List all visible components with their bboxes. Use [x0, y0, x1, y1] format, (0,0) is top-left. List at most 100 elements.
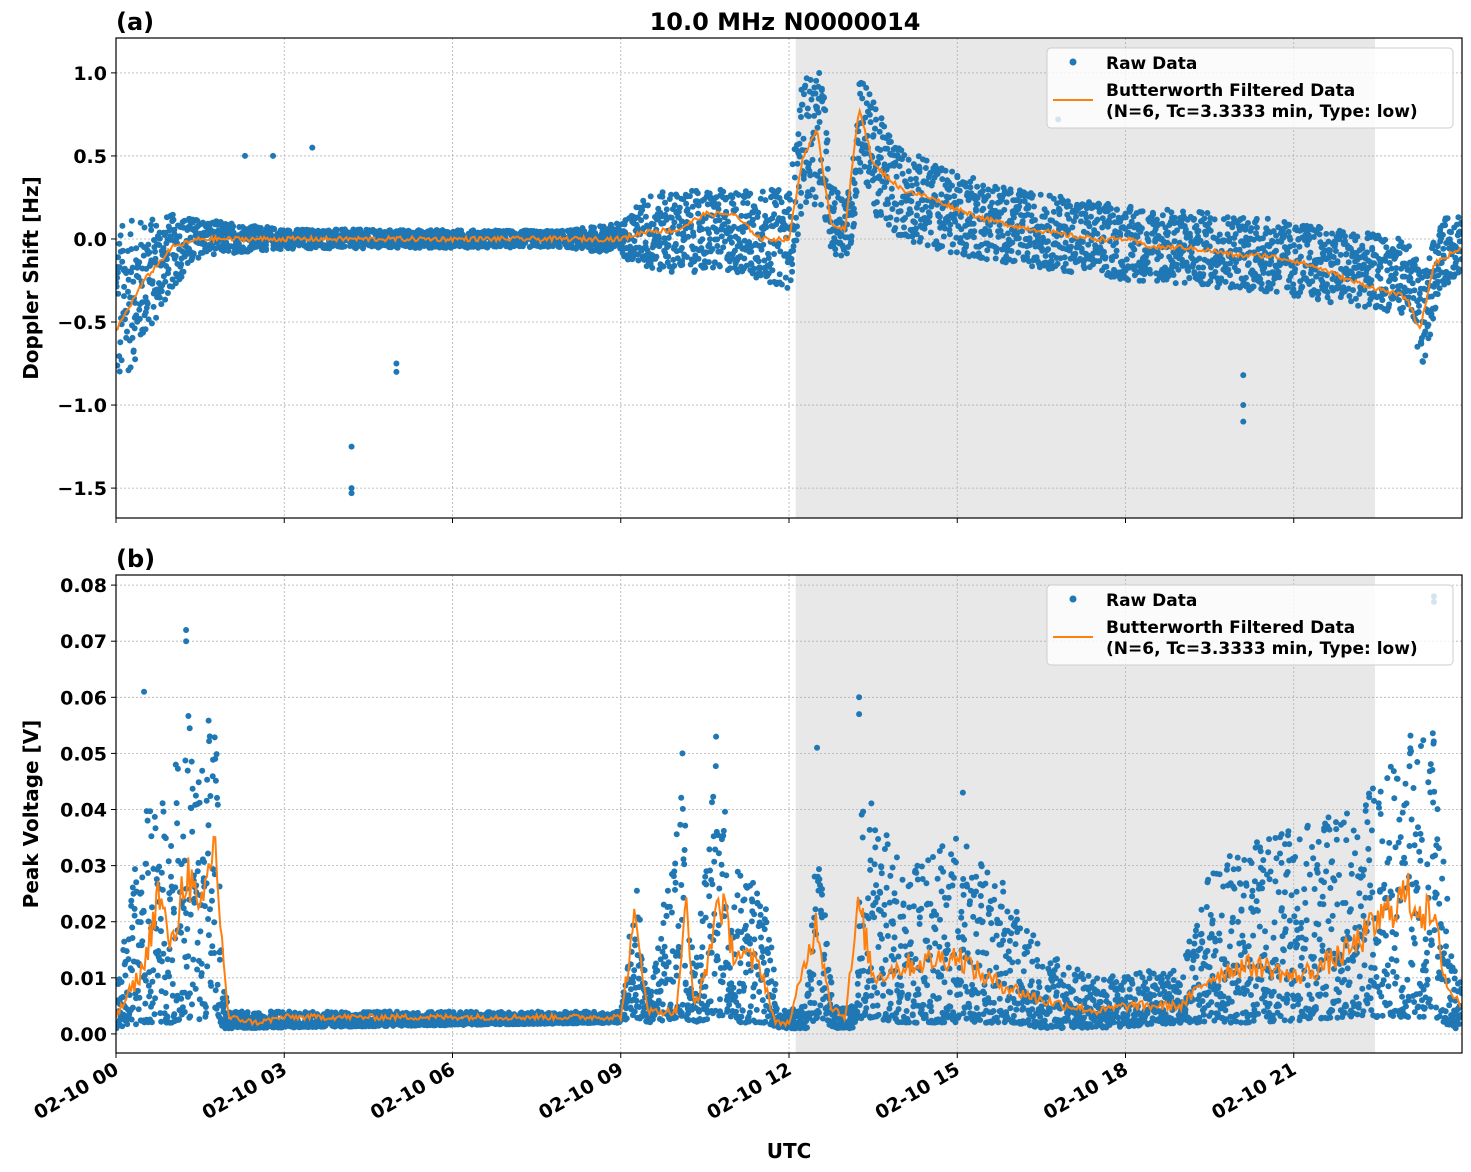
raw-data-point: [212, 777, 219, 784]
raw-data-point: [195, 254, 202, 261]
raw-data-point: [116, 240, 123, 247]
raw-data-point: [1411, 287, 1418, 294]
raw-data-point: [117, 232, 124, 239]
raw-data-point: [704, 201, 711, 208]
raw-data-point: [1127, 206, 1134, 213]
raw-data-point: [203, 1010, 210, 1017]
raw-data-point: [905, 168, 912, 175]
raw-data-point: [805, 113, 812, 120]
raw-data-point: [1140, 277, 1147, 284]
raw-data-point: [760, 241, 767, 248]
raw-data-point: [196, 1016, 203, 1023]
raw-data-point: [1317, 225, 1324, 232]
raw-data-point: [194, 966, 201, 973]
raw-data-point: [865, 183, 872, 190]
raw-data-point: [158, 869, 165, 876]
raw-data-point: [803, 199, 810, 206]
raw-data-point: [151, 1011, 158, 1018]
raw-data-point: [1258, 280, 1265, 287]
raw-data-point: [129, 1004, 136, 1011]
raw-data-point: [1207, 227, 1214, 234]
raw-data-point: [1382, 236, 1389, 243]
raw-data-point: [808, 96, 815, 103]
raw-data-point: [812, 90, 819, 97]
raw-data-point: [1086, 223, 1093, 230]
raw-data-point: [695, 255, 702, 262]
raw-data-point: [393, 368, 400, 375]
raw-data-point: [775, 187, 782, 193]
raw-data-point: [132, 356, 139, 363]
raw-data-point: [1067, 203, 1074, 209]
raw-data-point: [1342, 233, 1348, 240]
raw-data-point: [1150, 211, 1157, 218]
raw-data-point: [210, 866, 217, 873]
raw-data-point: [209, 943, 216, 950]
raw-data-point: [887, 214, 894, 221]
raw-data-point: [763, 224, 770, 231]
raw-data-point: [216, 956, 223, 963]
raw-data-point: [128, 217, 135, 224]
raw-data-point: [1248, 225, 1255, 232]
raw-data-point: [1037, 191, 1044, 198]
legend-box: [1046, 47, 1454, 129]
raw-data-point: [176, 1016, 183, 1023]
raw-data-point: [733, 206, 739, 213]
raw-data-point: [1257, 276, 1264, 283]
raw-data-point: [832, 246, 839, 253]
raw-data-point: [213, 751, 220, 758]
raw-data-point: [156, 242, 163, 248]
raw-data-point: [953, 249, 960, 256]
raw-data-point: [124, 328, 130, 335]
raw-data-point: [974, 183, 981, 190]
raw-data-point: [1010, 214, 1017, 221]
raw-data-point: [1024, 250, 1031, 257]
raw-data-point: [204, 776, 211, 783]
raw-data-point: [716, 217, 723, 224]
raw-data-point: [804, 105, 811, 112]
raw-data-point: [165, 266, 172, 273]
raw-data-point: [1434, 243, 1441, 250]
raw-data-point: [156, 235, 163, 242]
raw-data-point: [1191, 269, 1198, 276]
raw-data-point: [1327, 299, 1334, 306]
raw-data-point: [189, 1001, 195, 1008]
raw-data-point: [665, 242, 672, 249]
raw-data-point: [148, 227, 155, 233]
raw-data-point: [1211, 216, 1218, 223]
raw-data-point: [798, 189, 805, 196]
raw-data-point: [940, 233, 947, 240]
raw-data-point: [129, 264, 136, 271]
raw-data-point: [713, 228, 720, 235]
raw-data-point: [1113, 239, 1119, 246]
raw-data-point: [1355, 302, 1362, 309]
raw-data-point: [178, 929, 184, 936]
raw-data-point: [1406, 243, 1412, 250]
raw-data-point: [954, 172, 961, 179]
raw-data-point: [749, 270, 756, 277]
raw-data-point: [1085, 241, 1092, 248]
raw-data-point: [1233, 259, 1239, 266]
raw-data-point: [811, 201, 818, 208]
raw-data-point: [135, 1006, 142, 1013]
raw-data-point: [119, 258, 126, 265]
raw-data-point: [923, 157, 930, 164]
raw-data-point: [851, 180, 858, 187]
raw-data-point: [1015, 235, 1022, 242]
raw-data-point: [172, 280, 179, 287]
raw-data-point: [1031, 203, 1037, 210]
raw-data-point: [788, 255, 795, 262]
raw-data-point: [748, 248, 755, 255]
raw-data-point: [1025, 205, 1032, 212]
raw-data-point: [1427, 331, 1434, 338]
raw-data-point: [680, 196, 687, 203]
raw-data-point: [123, 948, 130, 955]
raw-data-point: [1346, 293, 1353, 299]
raw-data-point: [678, 244, 685, 251]
raw-data-point: [789, 261, 796, 268]
raw-data-point: [899, 170, 906, 177]
raw-data-point: [778, 199, 785, 206]
raw-data-point: [1315, 296, 1321, 303]
raw-data-point: [181, 937, 188, 944]
raw-data-point: [809, 186, 816, 193]
raw-data-point: [638, 217, 645, 224]
